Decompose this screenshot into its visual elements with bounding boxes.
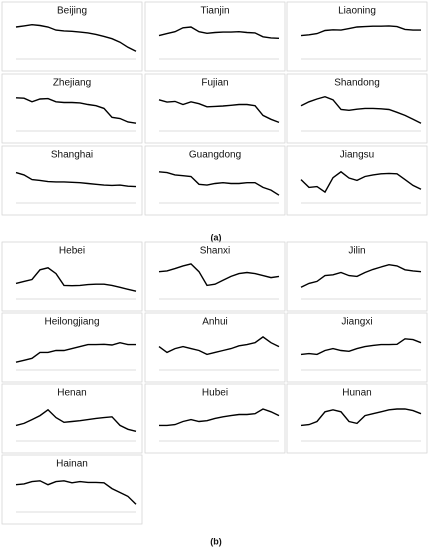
chart-title: Jiangsu xyxy=(340,150,374,161)
chart-title: Zhejiang xyxy=(53,78,91,89)
series-line xyxy=(15,171,137,188)
panel xyxy=(1,73,143,144)
panel xyxy=(1,145,143,216)
chart-title: Henan xyxy=(57,388,86,399)
series-line xyxy=(15,97,137,124)
chart-title: Fujian xyxy=(201,78,228,89)
panel xyxy=(1,383,143,454)
chart-title: Shanxi xyxy=(200,246,231,257)
chart-title: Shandong xyxy=(334,78,380,89)
series-line xyxy=(300,25,421,37)
chart-title: Heilongjiang xyxy=(44,317,99,328)
panel xyxy=(144,145,286,216)
chart-title: Anhui xyxy=(202,317,228,328)
panel-label: (a) xyxy=(211,232,222,242)
series-line xyxy=(300,338,422,356)
series-line xyxy=(15,480,137,505)
chart-title: Jilin xyxy=(348,246,365,257)
chart-title: Hebei xyxy=(59,246,85,257)
panel xyxy=(144,383,286,454)
panel xyxy=(286,383,428,454)
panel xyxy=(1,454,143,525)
chart-title: Hainan xyxy=(56,459,88,470)
chart-title: Hunan xyxy=(342,388,371,399)
chart-title: Hubei xyxy=(202,388,228,399)
panel xyxy=(286,1,428,72)
series-line xyxy=(300,170,422,194)
series-line xyxy=(15,341,136,363)
series-line xyxy=(15,23,137,52)
series-line xyxy=(158,263,280,287)
panel xyxy=(286,312,428,383)
series-line xyxy=(15,408,137,432)
chart-title: Guangdong xyxy=(189,150,241,161)
panel xyxy=(1,312,143,383)
panel xyxy=(144,1,286,72)
series-line xyxy=(158,171,280,196)
chart-title: Shanghai xyxy=(51,150,93,161)
series-line xyxy=(300,263,422,288)
chart-title: Beijing xyxy=(57,6,87,17)
series-line xyxy=(158,26,280,39)
panel xyxy=(286,145,428,216)
chart-title: Jiangxi xyxy=(341,317,372,328)
series-line xyxy=(158,99,280,124)
series-line xyxy=(300,408,422,427)
panel xyxy=(286,73,428,144)
panel xyxy=(286,241,428,312)
panel xyxy=(144,73,286,144)
series-line xyxy=(15,267,137,292)
panel xyxy=(1,1,143,72)
series-line xyxy=(300,95,422,124)
chart-title: Tianjin xyxy=(200,6,229,17)
panel xyxy=(1,241,143,312)
chart-title: Liaoning xyxy=(338,6,376,17)
panel xyxy=(144,312,286,383)
series-line xyxy=(159,408,280,427)
panel-label: (b) xyxy=(210,536,222,546)
panel xyxy=(144,241,286,312)
series-line xyxy=(158,336,280,356)
